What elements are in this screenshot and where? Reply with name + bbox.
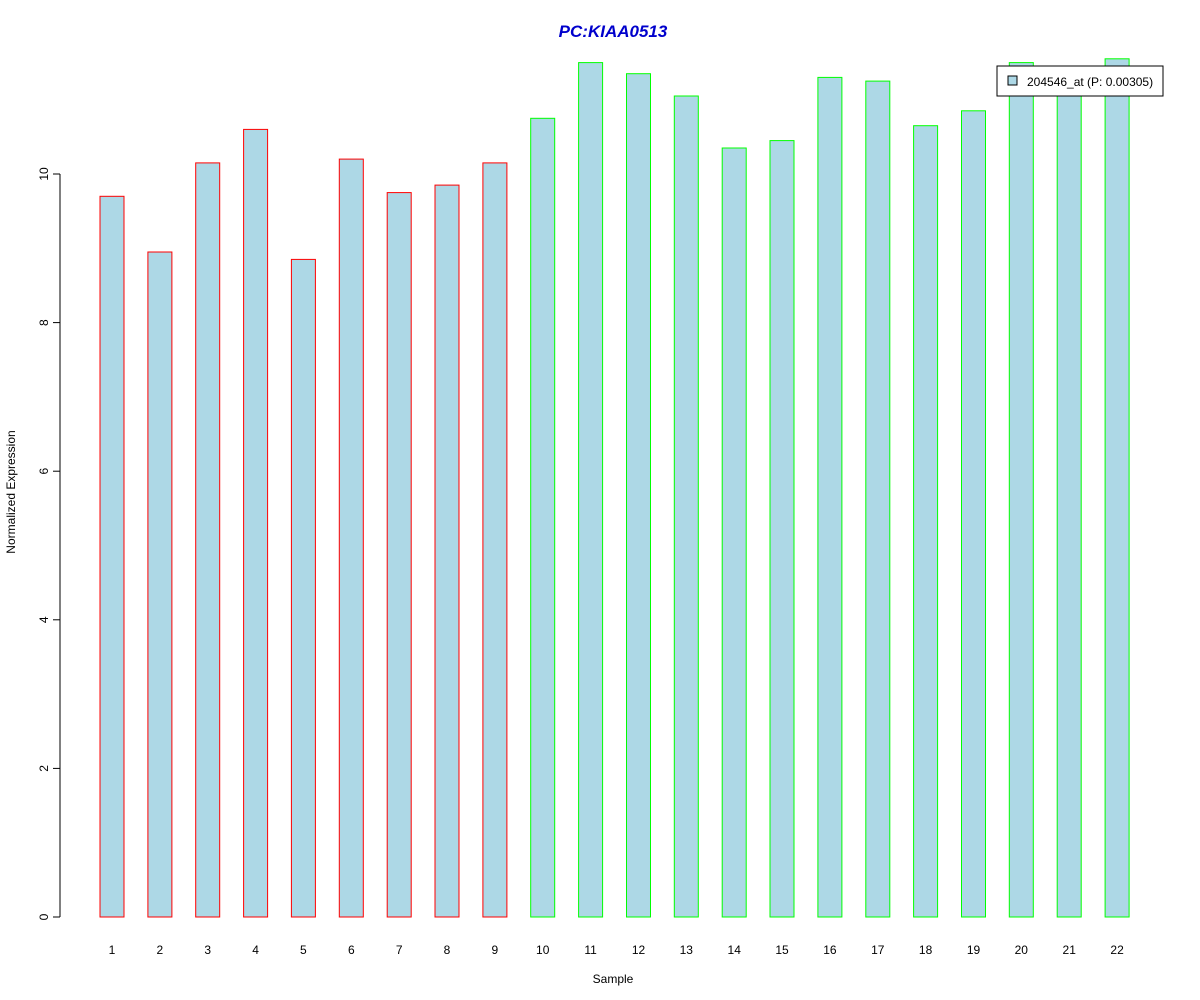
bar-sample-10 [530, 117, 556, 918]
bar-sample-3 [195, 162, 221, 918]
bar-sample-8 [434, 184, 460, 918]
x-tick-label: 5 [300, 943, 307, 957]
x-axis-label: Sample [593, 972, 634, 986]
y-axis: 0 2 4 6 8 10 [37, 167, 61, 920]
bar-sample-19 [961, 110, 986, 918]
bar-sample-2 [147, 251, 173, 918]
x-tick-label: 8 [444, 943, 451, 957]
y-tick-label: 8 [37, 319, 51, 326]
bar-sample-7 [386, 192, 412, 918]
bar-sample-9 [482, 162, 508, 918]
y-tick-label: 2 [37, 765, 51, 772]
bar-sample-6 [338, 158, 364, 918]
chart-title: PC:KIAA0513 [559, 22, 668, 41]
legend-box [996, 65, 1164, 97]
bar-sample-17 [865, 80, 891, 918]
bar-sample-14 [721, 147, 747, 918]
x-tick-label: 3 [204, 943, 211, 957]
x-tick-label: 19 [967, 943, 981, 957]
x-tick-label: 4 [252, 943, 259, 957]
x-tick-label: 22 [1110, 943, 1124, 957]
x-tick-label: 16 [823, 943, 837, 957]
x-tick-label: 6 [348, 943, 355, 957]
x-tick-labels: 1 2 3 4 5 6 7 8 9 10 11 12 13 14 15 16 17 18 19 20 21 22 [109, 943, 1124, 957]
bar-sample-15 [769, 140, 795, 918]
legend-entry-label: 204546_at (P: 0.00305) [1027, 75, 1153, 89]
bar-sample-12 [626, 73, 651, 918]
x-tick-label: 2 [157, 943, 164, 957]
x-tick-label: 10 [536, 943, 550, 957]
bar-sample-16 [817, 76, 843, 918]
x-tick-label: 9 [492, 943, 499, 957]
legend: 204546_at (P: 0.00305) [996, 65, 1164, 97]
bar-sample-1 [99, 195, 125, 918]
x-tick-label: 20 [1015, 943, 1029, 957]
x-tick-label: 21 [1063, 943, 1077, 957]
bar-sample-4 [243, 128, 269, 918]
bar-sample-18 [913, 125, 939, 918]
bar-sample-5 [290, 258, 316, 918]
x-tick-label: 15 [775, 943, 789, 957]
x-tick-label: 11 [584, 943, 597, 957]
y-tick-label: 0 [37, 913, 51, 920]
x-tick-label: 18 [919, 943, 933, 957]
bar-sample-13 [673, 95, 699, 918]
x-tick-label: 7 [396, 943, 403, 957]
legend-swatch [1007, 75, 1018, 86]
bar-sample-11 [578, 62, 604, 918]
x-tick-label: 13 [680, 943, 694, 957]
y-tick-label: 4 [37, 616, 51, 623]
y-axis-label: Normalized Expression [4, 430, 18, 553]
bars-group [99, 58, 1130, 918]
bar-sample-22 [1104, 58, 1130, 918]
bar-sample-21 [1056, 73, 1082, 918]
y-tick-label: 6 [37, 468, 51, 475]
y-tick-label: 10 [37, 167, 51, 181]
x-tick-label: 14 [728, 943, 742, 957]
bar-sample-20 [1008, 62, 1034, 918]
x-tick-label: 17 [871, 943, 885, 957]
x-tick-label: 1 [109, 943, 116, 957]
x-tick-label: 12 [632, 943, 646, 957]
